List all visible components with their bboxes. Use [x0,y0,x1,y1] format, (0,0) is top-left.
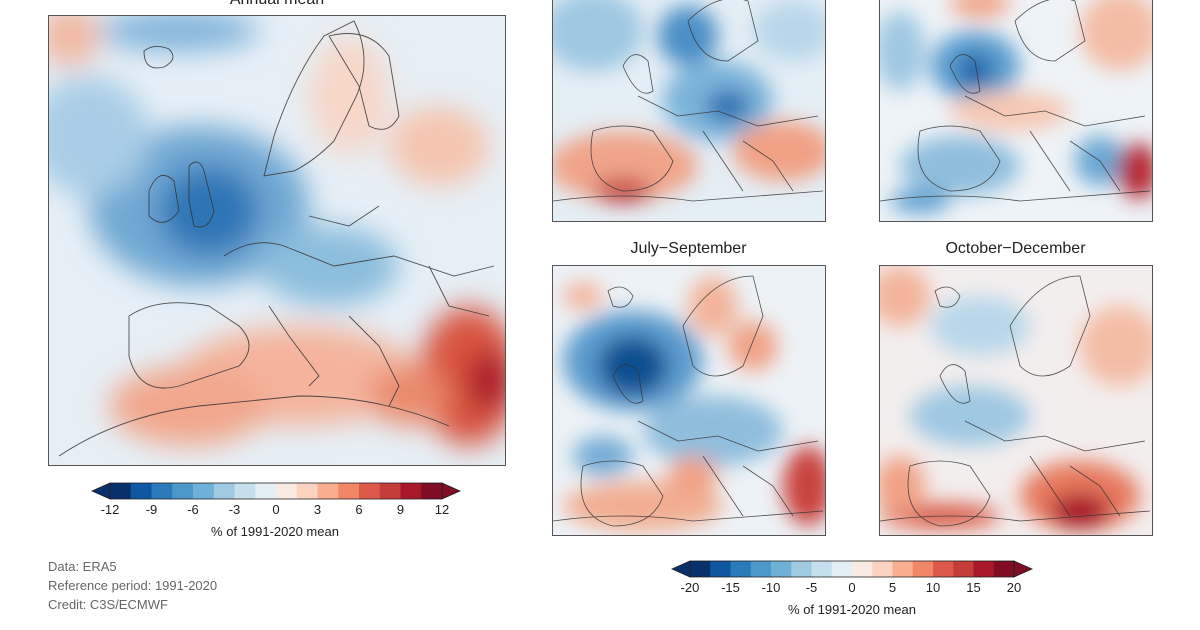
annual-colorbar-segment [421,483,443,499]
annual-tick-label: -9 [145,502,158,517]
annual-colorbar-segment [317,483,339,499]
seasonal-tick-label: 5 [888,580,897,595]
seasonal-tick-label: 0 [848,580,856,595]
annual-colorbar-segment [379,483,401,499]
annual-mean-title: Annual mean [48,0,506,9]
annual-colorbar-outline [109,482,443,500]
coastlines [58,20,495,457]
seasonal-extend-min [671,560,691,578]
annual-extend-max [441,482,461,500]
seasonal-tick-label: -20 [680,580,700,595]
annual-colorbar-segment [400,483,422,499]
annual-tick-label: 12 [434,502,450,517]
seasonal-colorbar-svg [671,560,1033,578]
seasonal-colorbar-segment [710,561,731,577]
seasonal-colorbar-segment [750,561,772,577]
q1-map-svg [553,0,825,221]
annual-colorbar-label: % of 1991-2020 mean [211,524,339,539]
seasonal-colorbar-outline [689,560,1015,578]
annual-colorbar-segment [276,483,298,499]
seasonal-colorbar-label: % of 1991-2020 mean [788,602,916,617]
seasonal-tick-label: -5 [805,580,818,595]
seasonal-tick-label: -10 [761,580,781,595]
metadata-block: Data: ERA5 Reference period: 1991-2020 C… [48,557,217,614]
annual-colorbar-segment [234,483,256,499]
seasonal-colorbar-segment [953,561,974,577]
seasonal-colorbar-segment [791,561,812,577]
annual-tick-label: 3 [313,502,322,517]
seasonal-colorbar-segment [690,561,711,577]
q3-title: July−September [630,240,747,257]
seasonal-tick-label: 15 [966,580,981,595]
seasonal-colorbar-segment [730,561,752,577]
annual-tick-label: 0 [272,502,280,517]
seasonal-colorbar-segment [892,561,914,577]
annual-colorbar-svg [91,482,461,500]
annual-tick-label: -6 [187,502,199,517]
q4-map-svg [880,266,1152,535]
annual-tick-label: 6 [355,502,363,517]
annual-colorbar [91,482,461,500]
seasonal-colorbar [671,560,1033,578]
annual-colorbar-segment [110,483,132,499]
annual-colorbar-segment [296,483,318,499]
annual-colorbar-segment [130,483,152,499]
q4-title: October−December [945,240,1086,257]
seasonal-tick-label: 10 [925,580,941,595]
annual-colorbar-segment [172,483,194,499]
annual-map-svg [49,16,505,465]
seasonal-tick-label: -15 [721,580,740,595]
q3-map [552,265,826,536]
seasonal-extend-max [1013,560,1033,578]
credit: Credit: C3S/ECMWF [48,597,168,612]
seasonal-tick-label: 20 [1006,580,1022,595]
annual-tick-label: -12 [100,502,120,517]
annual-colorbar-segment [193,483,215,499]
q2-map-svg [880,0,1152,221]
q1-map [552,0,826,222]
annual-tick-label: 9 [396,502,405,517]
q2-map [879,0,1153,222]
data-source: Data: ERA5 [48,559,117,574]
seasonal-colorbar-segment [771,561,792,577]
seasonal-colorbar-segment [973,561,995,577]
seasonal-colorbar-segment [912,561,934,577]
annual-colorbar-segment [338,483,360,499]
annual-colorbar-segment [213,483,235,499]
seasonal-colorbar-segment [993,561,1015,577]
annual-colorbar-segment [255,483,277,499]
q3-map-svg [553,266,825,535]
seasonal-colorbar-segment [831,561,853,577]
annual-mean-map [48,15,506,466]
annual-extend-min [91,482,111,500]
q4-map [879,265,1153,536]
annual-colorbar-segment [151,483,173,499]
reference-period: Reference period: 1991-2020 [48,578,218,593]
seasonal-colorbar-segment [872,561,893,577]
seasonal-colorbar-segment [852,561,873,577]
seasonal-colorbar-segment [933,561,954,577]
seasonal-colorbar-segment [811,561,833,577]
annual-colorbar-segment [359,483,381,499]
annual-tick-label: -3 [228,502,241,517]
